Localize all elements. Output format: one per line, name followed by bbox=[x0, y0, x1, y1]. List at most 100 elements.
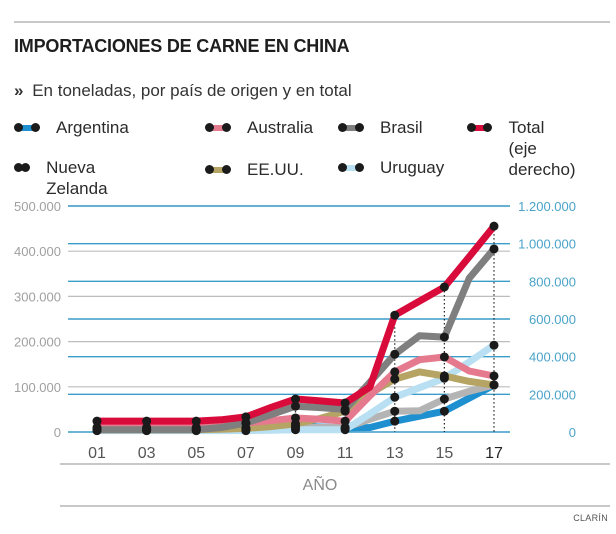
x-tick-label: 09 bbox=[287, 445, 305, 462]
legend-dot bbox=[14, 163, 23, 172]
legend-swatch-icon bbox=[14, 123, 40, 133]
data-point-nueva-zelanda bbox=[439, 394, 449, 404]
data-point-total-eje-derecho bbox=[291, 394, 300, 404]
y-right-tick-label: 200.000 bbox=[529, 387, 576, 402]
data-point-brasil bbox=[340, 404, 350, 414]
y-axis-right-ticks: 0 200.000 400.000 600.000 800.000 1.000.000 1.… bbox=[518, 199, 576, 440]
data-point-australia bbox=[291, 413, 300, 423]
y-left-tick-label: 200.000 bbox=[14, 335, 61, 350]
legend-dot bbox=[14, 123, 23, 132]
y-right-tick-label: 1.000.000 bbox=[518, 237, 576, 252]
data-point-brasil bbox=[92, 425, 102, 435]
x-tick-label: 01 bbox=[88, 445, 106, 462]
legend-dot bbox=[222, 165, 231, 174]
bottom-divider bbox=[60, 505, 610, 507]
legend-bar bbox=[17, 125, 37, 131]
legend-dot bbox=[338, 163, 347, 172]
data-point-total-eje-derecho bbox=[439, 282, 449, 292]
data-point-nueva-zelanda bbox=[390, 406, 400, 416]
y-left-tick-label: 0 bbox=[54, 425, 61, 440]
data-point-argentina bbox=[390, 416, 400, 426]
data-point-brasil bbox=[390, 349, 400, 359]
legend-item-total: Total (eje derecho) bbox=[467, 117, 576, 180]
legend-dot bbox=[31, 123, 40, 132]
data-point-ee-uu bbox=[489, 380, 499, 390]
legend-bar bbox=[341, 165, 361, 171]
legend-bar bbox=[208, 125, 228, 131]
legend-bar bbox=[341, 125, 361, 131]
legend-dot bbox=[222, 123, 231, 132]
legend-bar bbox=[470, 125, 490, 131]
y-right-tick-label: 400.000 bbox=[529, 350, 576, 365]
legend-dot bbox=[355, 123, 364, 132]
x-axis-ticks: 01 03 05 07 09 11 13 15 17 bbox=[88, 445, 503, 462]
legend-item-australia: Australia bbox=[205, 117, 313, 138]
data-point-argentina bbox=[439, 406, 449, 416]
legend-dot bbox=[205, 165, 214, 174]
data-point-uruguay bbox=[489, 340, 499, 350]
x-axis-label: AÑO bbox=[302, 477, 338, 494]
y-left-tick-label: 300.000 bbox=[14, 289, 61, 304]
data-point-australia bbox=[489, 371, 499, 381]
legend-label: Argentina bbox=[56, 118, 129, 137]
data-point-total-eje-derecho bbox=[489, 221, 499, 231]
data-point-total-eje-derecho bbox=[191, 416, 201, 426]
legend-item-nueva-zelanda: Nueva Zelanda bbox=[14, 157, 117, 199]
data-point-total-eje-derecho bbox=[142, 416, 152, 426]
legend-swatch-icon bbox=[338, 163, 364, 173]
x-axis-divider bbox=[60, 463, 610, 465]
legend-label-line2: derecho) bbox=[508, 160, 576, 179]
legend-item-uruguay: Uruguay bbox=[338, 157, 444, 178]
data-point-uruguay bbox=[340, 425, 350, 435]
legend-dot bbox=[483, 123, 493, 132]
data-point-ee-uu bbox=[390, 374, 400, 384]
y-left-tick-label: 100.000 bbox=[14, 380, 61, 395]
x-tick-label: 07 bbox=[237, 445, 255, 462]
legend-label: Australia bbox=[247, 118, 314, 137]
x-tick-label: 03 bbox=[138, 445, 156, 462]
data-point-australia bbox=[390, 367, 400, 377]
legend-label: EE.UU. bbox=[247, 160, 304, 179]
x-tick-label: 13 bbox=[386, 445, 404, 462]
y-right-tick-label: 600.000 bbox=[529, 312, 576, 327]
legend-dot bbox=[205, 123, 214, 132]
legend-dot bbox=[21, 163, 31, 172]
data-point-brasil bbox=[191, 425, 201, 435]
legend-item-eeuu: EE.UU. bbox=[205, 159, 304, 180]
legend-label-line1: Total (eje bbox=[508, 118, 545, 158]
data-point-total-eje-derecho bbox=[92, 416, 102, 426]
data-point-brasil bbox=[489, 244, 499, 254]
data-point-australia bbox=[340, 416, 350, 426]
legend-dot bbox=[338, 123, 347, 132]
x-tick-label: 05 bbox=[187, 445, 205, 462]
series-markers bbox=[92, 221, 499, 436]
y-right-tick-label: 1.200.000 bbox=[518, 199, 576, 214]
legend-swatch-icon bbox=[205, 165, 231, 175]
legend-dot bbox=[355, 163, 364, 172]
data-point-brasil bbox=[291, 401, 300, 411]
legend-label: Nueva Zelanda bbox=[46, 158, 108, 198]
data-point-ee-uu bbox=[439, 371, 449, 381]
source-credit: CLARÍN bbox=[573, 513, 608, 523]
legend-label: Uruguay bbox=[380, 158, 445, 177]
subtitle-text: En toneladas, por país de origen y en to… bbox=[32, 81, 352, 100]
legend-dot bbox=[467, 123, 476, 132]
chevron-right-icon: » bbox=[14, 81, 24, 100]
legend-swatch-icon bbox=[205, 123, 231, 133]
legend-swatch-icon bbox=[467, 123, 493, 133]
chart-title: IMPORTACIONES DE CARNE EN CHINA bbox=[14, 36, 350, 56]
x-tick-label: 17 bbox=[485, 445, 503, 462]
legend-item-argentina: Argentina bbox=[14, 117, 129, 138]
y-right-tick-label: 800.000 bbox=[529, 274, 576, 289]
data-point-australia bbox=[439, 352, 449, 362]
y-right-tick-label: 0 bbox=[569, 425, 576, 440]
x-tick-label: 15 bbox=[435, 445, 453, 462]
series-line-total-eje-derecho bbox=[93, 222, 498, 425]
legend-item-brasil: Brasil bbox=[338, 117, 423, 138]
data-point-uruguay bbox=[390, 392, 400, 402]
data-point-total-eje-derecho bbox=[241, 412, 251, 422]
legend-label: Total (eje derecho) bbox=[508, 117, 576, 180]
legend-swatch-icon bbox=[338, 123, 364, 133]
data-point-brasil bbox=[439, 332, 449, 342]
y-axis-left-ticks: 0 100.000 200.000 300.000 400.000 500.000 bbox=[14, 199, 61, 440]
